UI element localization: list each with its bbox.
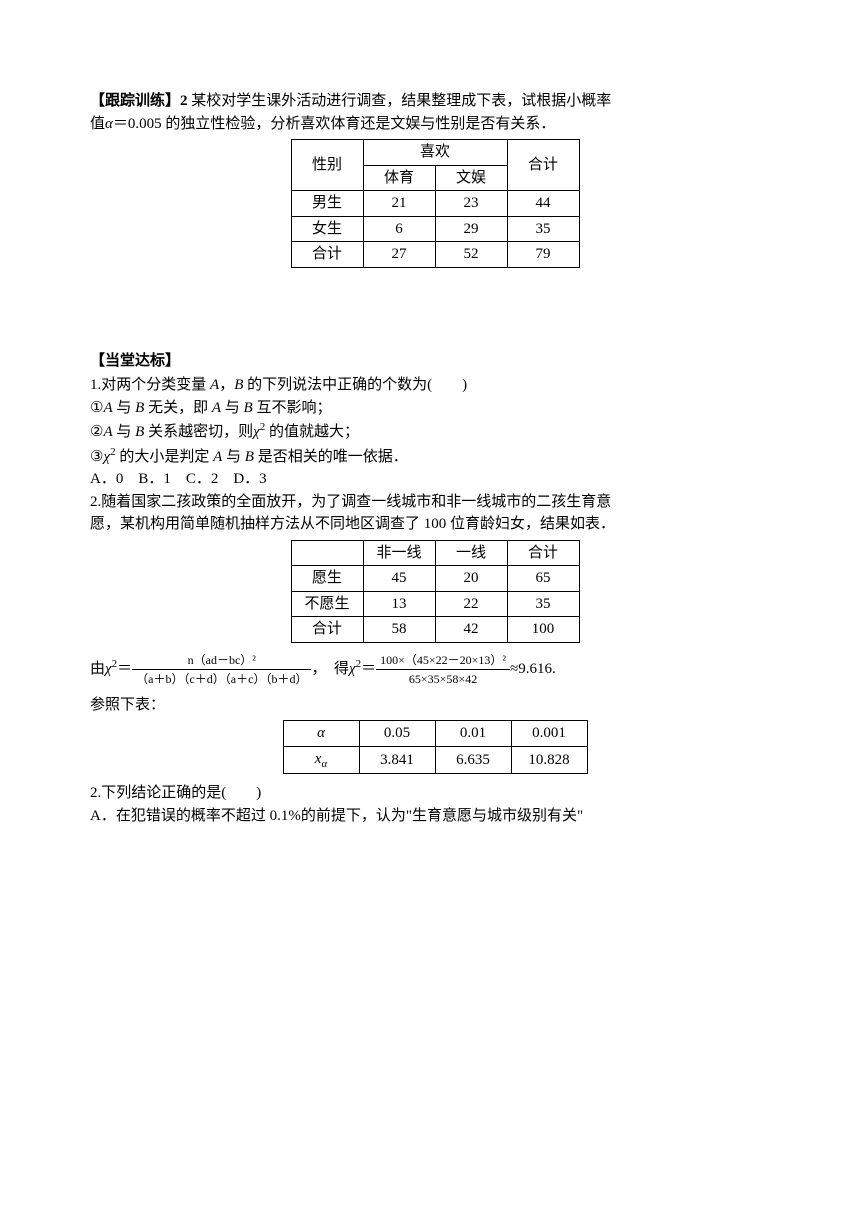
q2-line2: 愿，某机构用简单随机抽样方法从不同地区调查了 100 位育龄妇女，结果如表． bbox=[90, 513, 780, 536]
formula-num2: 100×（45×22－20×13）² bbox=[376, 651, 510, 670]
q1-s1-A2: A bbox=[212, 400, 221, 416]
q1-s3c: 是否相关的唯一依据． bbox=[254, 449, 408, 465]
t2-r3-label: 合计 bbox=[291, 617, 363, 643]
formula-den2: 65×35×58×42 bbox=[376, 670, 510, 688]
t2-r2-c1: 13 bbox=[363, 591, 435, 617]
t3-r2-c1: 3.841 bbox=[359, 746, 435, 774]
t1-r1-label: 男生 bbox=[291, 191, 363, 217]
t1-r2-c1: 6 bbox=[363, 216, 435, 242]
q1-s3a: ③ bbox=[90, 449, 103, 465]
ex1-l2-post: 的独立性检验，分析喜欢体育还是文娱与性别是否有关系． bbox=[162, 116, 556, 132]
ex1-l2-val: 0.005 bbox=[128, 116, 162, 132]
formula-chi2: χ bbox=[349, 660, 356, 676]
formula-frac1: n（ad－bc）²（a＋b）（c＋d）（a＋c）（b＋d） bbox=[132, 651, 311, 688]
t2-h1: 非一线 bbox=[363, 540, 435, 566]
table-critical: α 0.05 0.01 0.001 xα 3.841 6.635 10.828 bbox=[283, 720, 588, 774]
exercise1-line1: 某校对学生课外活动进行调查，结果整理成下表，试根据小概率 bbox=[191, 93, 611, 109]
q1-s1b3: 与 bbox=[113, 424, 136, 440]
q1-s3b: 的大小是判定 bbox=[116, 449, 214, 465]
t1-r1-c3: 44 bbox=[507, 191, 579, 217]
q1-s2-B: B bbox=[135, 424, 144, 440]
t1-r2-c3: 35 bbox=[507, 216, 579, 242]
q1-s1b: 与 bbox=[113, 400, 136, 416]
q1-s1b2: 与 bbox=[221, 400, 244, 416]
formula-den1: （a＋b）（c＋d）（a＋c）（b＋d） bbox=[132, 670, 311, 688]
ex1-l2-pre: 值 bbox=[90, 116, 105, 132]
t1-r3-label: 合计 bbox=[291, 242, 363, 268]
t1-h-like: 喜欢 bbox=[363, 140, 507, 166]
t2-r2-c3: 35 bbox=[507, 591, 579, 617]
t1-r3-c2: 52 bbox=[435, 242, 507, 268]
t2-h2: 一线 bbox=[435, 540, 507, 566]
formula-mid: ， 得 bbox=[311, 660, 349, 676]
t2-r3-c3: 100 bbox=[507, 617, 579, 643]
q1-stem-b: 的下列说法中正确的个数为( ) bbox=[243, 377, 467, 393]
alpha-symbol: α bbox=[105, 116, 113, 132]
q1-s1d: 互不影响； bbox=[253, 400, 332, 416]
t2-r2-c2: 22 bbox=[435, 591, 507, 617]
q1-s3-B: B bbox=[245, 449, 254, 465]
t1-r3-c1: 27 bbox=[363, 242, 435, 268]
q1-B1: B bbox=[234, 377, 243, 393]
q1-s1c: 无关，即 bbox=[144, 400, 212, 416]
t3-r1-c2: 0.01 bbox=[435, 721, 511, 747]
formula-frac2: 100×（45×22－20×13）²65×35×58×42 bbox=[376, 651, 510, 688]
t1-r1-c1: 21 bbox=[363, 191, 435, 217]
t2-r3-c1: 58 bbox=[363, 617, 435, 643]
q1-s1b4: 与 bbox=[222, 449, 245, 465]
q2b-stem: 2.下列结论正确的是( ) bbox=[90, 782, 780, 805]
formula-lead: 由 bbox=[90, 660, 105, 676]
t2-blank bbox=[291, 540, 363, 566]
t1-h-ent: 文娱 bbox=[435, 165, 507, 191]
ex1-l2-eq: ＝ bbox=[113, 116, 128, 132]
q1-s2-A: A bbox=[103, 424, 112, 440]
q1-s1-B: B bbox=[135, 400, 144, 416]
t2-r2-label: 不愿生 bbox=[291, 591, 363, 617]
q1-stem-a: 1.对两个分类变量 bbox=[90, 377, 210, 393]
section-title: 【当堂达标】 bbox=[90, 350, 780, 373]
ref-line: 参照下表： bbox=[90, 694, 780, 717]
t2-h3: 合计 bbox=[507, 540, 579, 566]
q1-s1-B2: B bbox=[244, 400, 253, 416]
q1-options: A．0 B．1 C．2 D．3 bbox=[90, 468, 780, 491]
t2-r3-c2: 42 bbox=[435, 617, 507, 643]
t3-alpha-sub: α bbox=[321, 758, 327, 770]
t1-h-total: 合计 bbox=[507, 140, 579, 191]
q1-chi: χ bbox=[253, 424, 260, 440]
formula-eq: ＝ bbox=[117, 660, 132, 676]
formula-chi: χ bbox=[105, 660, 112, 676]
q1-s1-A: A bbox=[103, 400, 112, 416]
q1-A1: A bbox=[210, 377, 219, 393]
t3-r2-c3: 10.828 bbox=[511, 746, 587, 774]
q2-line1: 2.随着国家二孩政策的全面放开，为了调查一线城市和非一线城市的二孩生育意 bbox=[90, 491, 780, 514]
q1-s2c: 的值就越大； bbox=[265, 424, 359, 440]
formula-approx: ≈9.616. bbox=[510, 660, 556, 676]
t1-r2-label: 女生 bbox=[291, 216, 363, 242]
t2-r1-label: 愿生 bbox=[291, 566, 363, 592]
q1-s2a: ② bbox=[90, 424, 103, 440]
q1-comma: ， bbox=[219, 377, 234, 393]
t2-r1-c3: 65 bbox=[507, 566, 579, 592]
t3-r2-c2: 6.635 bbox=[435, 746, 511, 774]
t3-r1-c3: 0.001 bbox=[511, 721, 587, 747]
t3-r2-h: xα bbox=[283, 746, 359, 774]
q1-s2b: 关系越密切，则 bbox=[144, 424, 253, 440]
t1-r2-c2: 29 bbox=[435, 216, 507, 242]
t1-h-pe: 体育 bbox=[363, 165, 435, 191]
t1-h-gender: 性别 bbox=[291, 140, 363, 191]
t1-r1-c2: 23 bbox=[435, 191, 507, 217]
formula-eq2: ＝ bbox=[361, 660, 376, 676]
q1-s3-A: A bbox=[213, 449, 222, 465]
formula-num1: n（ad－bc）² bbox=[132, 651, 311, 670]
t2-r1-c1: 45 bbox=[363, 566, 435, 592]
q2b-optA: A．在犯错误的概率不超过 0.1%的前提下，认为"生育意愿与城市级别有关" bbox=[90, 805, 780, 828]
table-activity: 性别 喜欢 合计 体育 文娱 男生 21 23 44 女生 6 29 35 合计… bbox=[291, 139, 580, 268]
t3-r1-c1: 0.05 bbox=[359, 721, 435, 747]
exercise-tag: 【跟踪训练】2 bbox=[90, 93, 191, 109]
table-fertility: 非一线 一线 合计 愿生 45 20 65 不愿生 13 22 35 合计 58… bbox=[291, 540, 580, 643]
t2-r1-c2: 20 bbox=[435, 566, 507, 592]
t1-r3-c3: 79 bbox=[507, 242, 579, 268]
t3-r1-h: α bbox=[283, 721, 359, 747]
q1-s1a: ① bbox=[90, 400, 103, 416]
